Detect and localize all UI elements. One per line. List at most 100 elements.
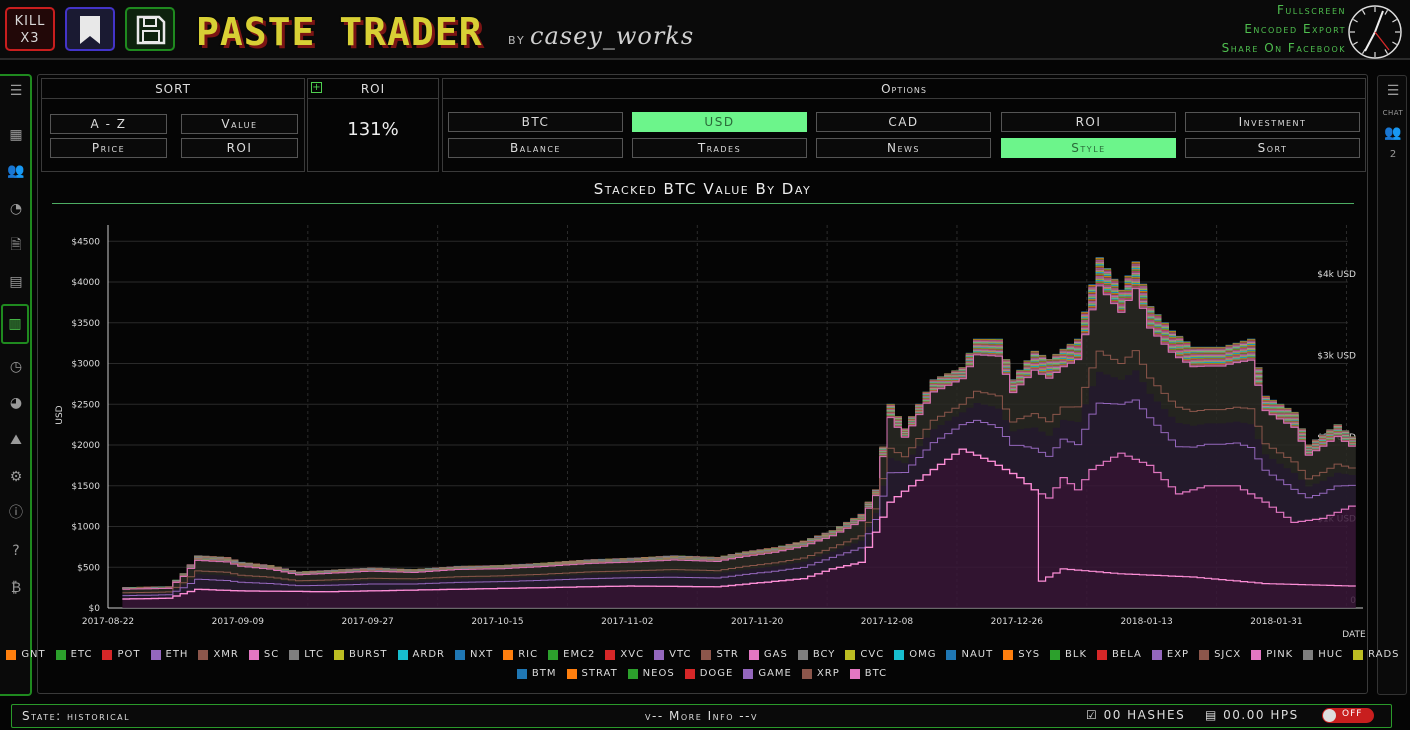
more-info-toggle[interactable]: v-- More Info --v	[645, 709, 758, 723]
info-icon[interactable]: ⓘ	[9, 505, 23, 521]
legend-item[interactable]: NEOS	[627, 664, 675, 683]
legend-item[interactable]: SJCX	[1199, 645, 1241, 664]
legend-item[interactable]: ETC	[55, 645, 93, 664]
legend-item[interactable]: EMC2	[548, 645, 595, 664]
share-facebook-link[interactable]: Share On Facebook	[1221, 41, 1346, 55]
kill-button[interactable]: KILL X3	[5, 7, 55, 51]
legend-swatch	[397, 649, 408, 660]
hps-value: 00.00 HPS	[1223, 708, 1299, 722]
legend-item[interactable]: GNT	[6, 645, 45, 664]
help-icon[interactable]: ?	[12, 543, 20, 559]
legend-item[interactable]: ETH	[150, 645, 189, 664]
encoded-export-link[interactable]: Encoded Export	[1244, 22, 1346, 36]
fullscreen-link[interactable]: Fullscreen	[1277, 3, 1346, 17]
sort-roi-button[interactable]: ROI	[181, 138, 298, 158]
option-investment-button[interactable]: Investment	[1185, 112, 1360, 132]
legend-item[interactable]: RIC	[503, 645, 538, 664]
legend-item[interactable]: ARDR	[397, 645, 445, 664]
legend-label: SJCX	[1214, 649, 1242, 660]
series-line-pink	[122, 448, 1356, 600]
app-logo-text: PASTE TRADER	[196, 10, 483, 54]
y-tick-label: $500	[77, 563, 100, 573]
legend-item[interactable]: CVC	[845, 645, 884, 664]
table-icon[interactable]: ▤	[9, 274, 23, 290]
legend-item[interactable]: NAUT	[946, 645, 993, 664]
option-usd-button[interactable]: USD	[632, 112, 807, 132]
grid-icon[interactable]: ▦	[9, 127, 23, 143]
legend-row: BTM STRAT NEOS DOGE GAME XRP BTC	[52, 664, 1352, 683]
option-sort-button[interactable]: Sort	[1185, 138, 1360, 158]
legend-item[interactable]: POT	[102, 645, 140, 664]
legend-swatch	[102, 649, 113, 660]
legend-item[interactable]: EXP	[1151, 645, 1189, 664]
legend-item[interactable]: BTC	[849, 664, 888, 683]
x-axis-label: DATE	[1342, 630, 1366, 640]
option-trades-button[interactable]: Trades	[632, 138, 807, 158]
legend-item[interactable]: XMR	[198, 645, 238, 664]
pdf-icon[interactable]: 🗎	[10, 237, 22, 253]
legend-label: GAS	[763, 649, 788, 660]
pie-chart-icon[interactable]: ◕	[9, 395, 23, 411]
legend-item[interactable]: STR	[701, 645, 738, 664]
option-news-button[interactable]: News	[816, 138, 991, 158]
legend-item[interactable]: VTC	[654, 645, 691, 664]
legend-item[interactable]: STRAT	[566, 664, 618, 683]
legend-swatch	[248, 649, 259, 660]
option-cad-button[interactable]: CAD	[816, 112, 991, 132]
legend-label: BTC	[864, 668, 888, 679]
users-icon[interactable]: 👥	[7, 163, 25, 179]
x-tick-label: 2017-11-20	[731, 617, 784, 627]
legend-item[interactable]: GAS	[748, 645, 788, 664]
legend-item[interactable]: GAME	[743, 664, 792, 683]
legend-item[interactable]: HUC	[1303, 645, 1343, 664]
right-axis-label: $4k USD	[1317, 270, 1356, 280]
settings-icon[interactable]: ⚙	[9, 469, 23, 485]
sort-price-button[interactable]: Price	[50, 138, 167, 158]
save-button[interactable]	[125, 7, 175, 51]
legend-item[interactable]: LTC	[289, 645, 324, 664]
bookmark-button[interactable]	[65, 7, 115, 51]
series-area-btc	[122, 449, 1356, 608]
legend-item[interactable]: PINK	[1251, 645, 1293, 664]
legend-item[interactable]: BLK	[1050, 645, 1087, 664]
legend-item[interactable]: BURST	[333, 645, 388, 664]
legend-swatch	[701, 649, 712, 660]
legend-item[interactable]: SYS	[1003, 645, 1040, 664]
sort-value-button[interactable]: Value	[181, 114, 298, 134]
checkbox-icon: ☑	[1086, 708, 1104, 722]
history-icon[interactable]: ◷	[9, 359, 23, 375]
x-tick-label: 2017-09-27	[341, 617, 393, 627]
sort-az-button[interactable]: A - Z	[50, 114, 167, 134]
legend-label: STRAT	[581, 668, 618, 679]
legend-item[interactable]: SC	[248, 645, 279, 664]
kill-label: KILL	[14, 14, 46, 29]
top-bar: KILL X3 PASTE TRADER BY casey_works Full…	[0, 0, 1410, 60]
legend-item[interactable]: BELA	[1097, 645, 1142, 664]
legend-swatch	[1151, 649, 1162, 660]
legend-item[interactable]: XVC	[605, 645, 644, 664]
option-roi-button[interactable]: ROI	[1001, 112, 1176, 132]
dashboard-icon[interactable]: ◔	[9, 201, 23, 217]
legend-item[interactable]: BCY	[797, 645, 836, 664]
legend-label: DOGE	[699, 668, 734, 679]
legend-item[interactable]: NXT	[454, 645, 493, 664]
y-tick-label: $1500	[71, 482, 100, 492]
area-chart-icon[interactable]: ⛰	[10, 432, 22, 448]
legend-item[interactable]: DOGE	[684, 664, 734, 683]
bitcoin-icon[interactable]: ₿	[10, 580, 22, 596]
option-style-button[interactable]: Style	[1001, 138, 1176, 158]
option-btc-button[interactable]: BTC	[448, 112, 623, 132]
right-menu-icon[interactable]: ☰	[1386, 83, 1400, 99]
legend-item[interactable]: BTM	[516, 664, 557, 683]
expand-plus-icon[interactable]: +	[311, 82, 322, 93]
option-balance-button[interactable]: Balance	[448, 138, 623, 158]
chat-users-icon[interactable]: 👥	[1384, 125, 1402, 141]
legend-swatch	[548, 649, 559, 660]
legend-item[interactable]: XRP	[801, 664, 840, 683]
menu-icon[interactable]: ☰	[9, 83, 23, 99]
mining-toggle[interactable]: OFF	[1322, 708, 1374, 723]
legend-item[interactable]: OMG	[894, 645, 936, 664]
bar-chart-icon[interactable]: ▥	[1, 304, 29, 344]
legend-item[interactable]: RADS	[1353, 645, 1399, 664]
hps-counter: ▤ 00.00 HPS	[1205, 708, 1299, 722]
